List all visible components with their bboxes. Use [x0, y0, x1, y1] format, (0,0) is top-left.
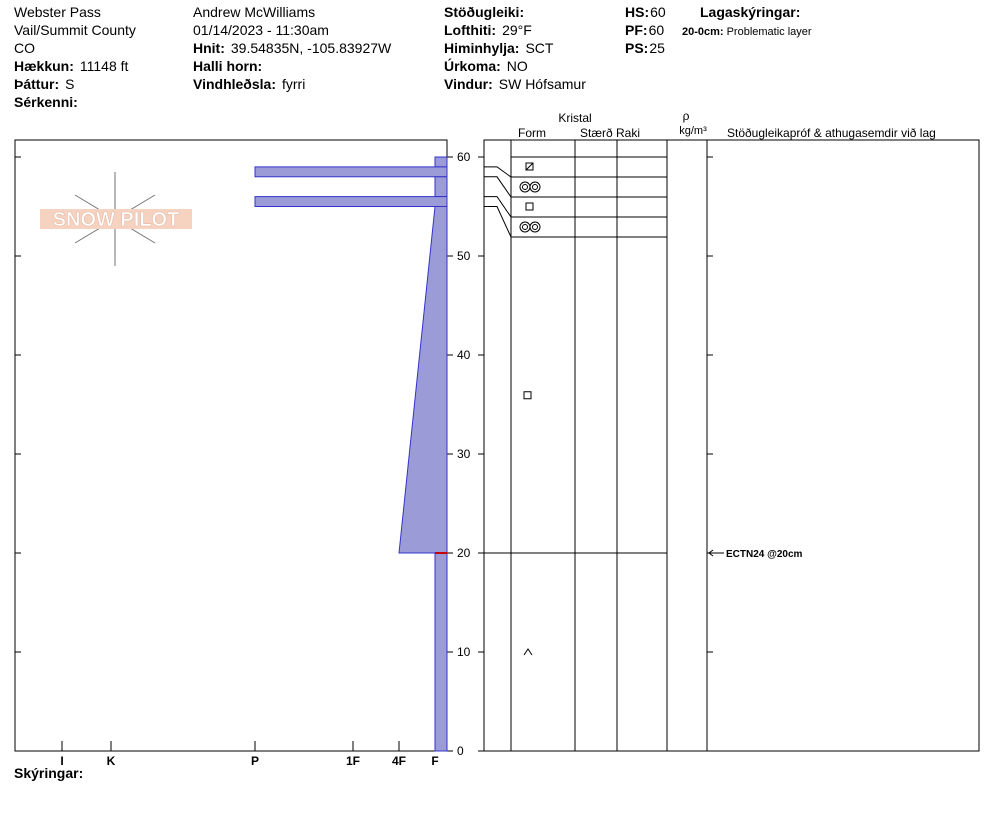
field-value: NO: [507, 58, 528, 74]
layer-connector: [484, 206, 667, 238]
field-value: 60: [649, 22, 665, 38]
col-header: Kristal: [558, 111, 591, 125]
header-text: Andrew McWilliams: [193, 4, 315, 20]
hardness-bar: [254, 196, 448, 208]
hardness-bar: [434, 156, 448, 168]
y-tick-label: 30: [457, 447, 471, 461]
field-value: fyrri: [282, 76, 305, 92]
x-tick-label: F: [431, 754, 438, 768]
grain-form: [529, 221, 541, 233]
y-tick-label: 0: [457, 744, 464, 758]
footer: Skýringar:: [14, 765, 83, 781]
x-tick-label: 4F: [392, 754, 406, 768]
hardness-bar: [434, 552, 448, 752]
logo-band: [40, 209, 192, 229]
field-value: 25: [649, 40, 665, 56]
field-label: Halli horn:: [193, 58, 262, 74]
notes-title: Lagaskýringar:: [700, 4, 800, 20]
x-tick-label: P: [251, 754, 259, 768]
col-header: Raki: [616, 126, 640, 140]
grain-form: [532, 184, 538, 190]
field-value: SW Hófsamur: [499, 76, 586, 92]
hardness-bar: [254, 166, 448, 178]
grain-form: [525, 162, 534, 171]
field-label: HS:: [625, 4, 649, 20]
field-value: 11148 ft: [80, 58, 129, 74]
note-label: 20-0cm:: [682, 26, 724, 38]
y-tick-label: 40: [457, 348, 471, 362]
y-tick-label: 50: [457, 249, 471, 263]
field-value: 39.54835N, -105.83927W: [231, 40, 392, 56]
grain-form: [532, 224, 538, 230]
y-tick-label: 10: [457, 645, 471, 659]
field-value: S: [65, 76, 74, 92]
col-header: kg/m³: [679, 125, 707, 137]
grain-form: [529, 181, 541, 193]
col-header: Stöðugleikapróf & athugasemdir við lag: [727, 126, 936, 140]
field-label: Stöðugleiki:: [444, 4, 524, 20]
grain-form: [522, 224, 528, 230]
grain-form: [523, 391, 532, 400]
x-tick-label: I: [60, 754, 63, 768]
grain-form: [525, 162, 534, 171]
field-label: PF:: [625, 22, 648, 38]
col-header: Form: [518, 126, 546, 140]
col-header: ρ: [683, 109, 690, 123]
y-tick-label: 60: [457, 150, 471, 164]
x-tick-label: K: [107, 754, 116, 768]
header-text: 01/14/2023 - 11:30am: [193, 22, 329, 38]
layer-connector: [484, 196, 667, 218]
grain-form: [519, 221, 531, 233]
hardness-bar: [398, 206, 448, 554]
field-label: Vindur:: [444, 76, 493, 92]
grain-form: [519, 181, 531, 193]
grain-form: [525, 202, 534, 211]
grain-form: [522, 184, 528, 190]
y-tick-label: 20: [457, 546, 471, 560]
x-tick-label: 1F: [346, 754, 360, 768]
hardness-bar: [434, 176, 448, 198]
test-arrow: [708, 549, 724, 557]
layer-connector: [484, 166, 667, 178]
field-label: Himinhylja:: [444, 40, 519, 56]
logo-text: SNOW PILOT: [53, 209, 180, 231]
field-label: Hækkun:: [14, 58, 74, 74]
field-value: 60: [650, 4, 666, 20]
header-text: Webster Pass: [14, 4, 101, 20]
test-label: ECTN24 @20cm: [726, 549, 803, 560]
note-text: Problematic layer: [727, 26, 812, 38]
field-label: Úrkoma:: [444, 57, 501, 74]
field-label: Vindhleðsla:: [193, 76, 276, 92]
grain-form: [523, 648, 533, 656]
header-text: CO: [14, 40, 35, 56]
field-label: Lofthiti:: [444, 22, 496, 38]
header-text: Vail/Summit County: [14, 22, 136, 38]
logo: SNOW PILOT: [40, 172, 192, 266]
field-label: Sérkenni:: [14, 94, 78, 110]
layer-connector: [484, 176, 667, 198]
field-label: Hnit:: [193, 40, 225, 56]
field-label: Þáttur:: [14, 76, 59, 92]
field-value: SCT: [525, 40, 553, 56]
field-value: 29°F: [502, 22, 532, 38]
col-header: Stærð: [580, 126, 613, 140]
field-label: PS:: [625, 40, 648, 56]
